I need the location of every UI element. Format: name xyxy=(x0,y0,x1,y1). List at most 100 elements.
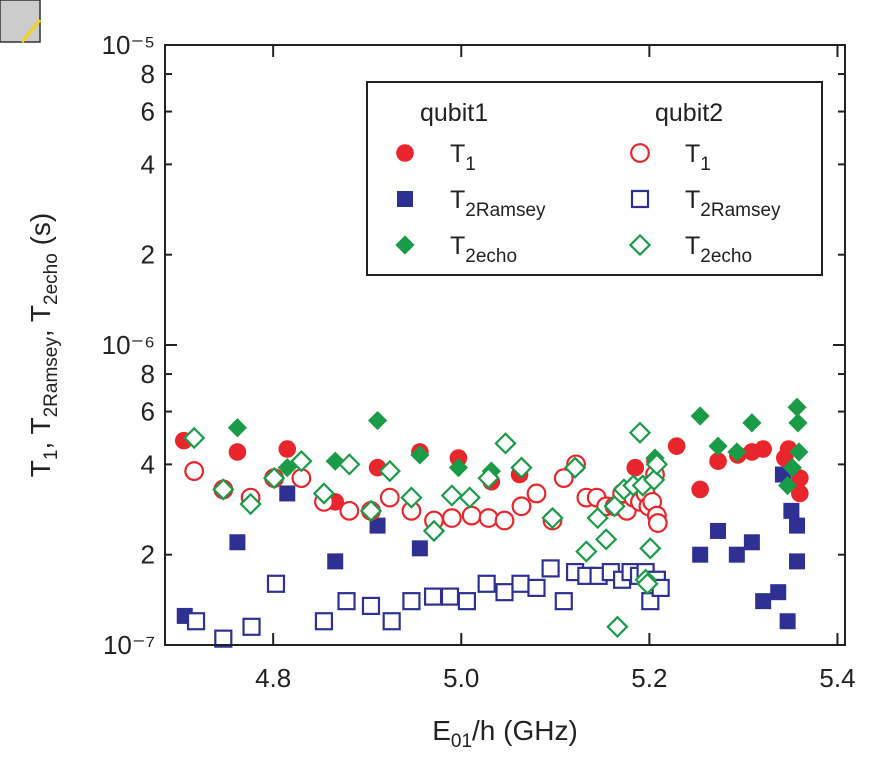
point xyxy=(691,481,709,499)
y-title-part: (s) xyxy=(25,213,56,253)
legend-group-title: qubit2 xyxy=(655,99,723,127)
y-tick-label: 8 xyxy=(141,359,155,389)
plot-area xyxy=(175,398,809,647)
point xyxy=(513,576,529,592)
point xyxy=(755,593,771,609)
x-tick-label: 5.4 xyxy=(819,663,855,693)
point xyxy=(412,540,428,556)
point xyxy=(459,593,475,609)
point xyxy=(463,507,481,525)
point xyxy=(710,523,726,539)
legend-label-main: T xyxy=(685,186,700,214)
legend-label-sub: 2Ramsey xyxy=(700,200,781,221)
point xyxy=(443,509,461,527)
point xyxy=(381,489,399,507)
legend-label-sub: 2echo xyxy=(700,246,752,267)
y-tick-label: 10⁻⁵ xyxy=(102,30,155,60)
point xyxy=(496,434,515,453)
point xyxy=(442,589,458,605)
chart: E01/h (GHz) T1, T2Ramsey, T2echo (s) 10⁻… xyxy=(0,0,871,763)
point xyxy=(788,413,807,432)
y-title-part: T xyxy=(25,460,56,477)
point xyxy=(363,598,379,614)
point xyxy=(630,423,649,442)
legend-label-main: T xyxy=(450,186,465,214)
point xyxy=(384,613,400,629)
point xyxy=(185,462,203,480)
point xyxy=(692,547,708,563)
point xyxy=(708,437,727,456)
point xyxy=(783,503,799,519)
x-tick-label: 4.8 xyxy=(255,663,291,693)
cropped-thumbnail xyxy=(0,0,40,42)
point xyxy=(339,593,355,609)
point xyxy=(244,619,260,635)
point xyxy=(480,509,498,527)
point xyxy=(496,512,514,530)
point xyxy=(742,413,761,432)
legend-label-main: T xyxy=(685,140,700,168)
x-title-sub: 01 xyxy=(451,731,472,752)
y-tick-label: 10⁻⁶ xyxy=(102,330,155,360)
y-tick-label: 4 xyxy=(141,449,155,479)
point xyxy=(529,580,545,596)
point xyxy=(341,502,359,520)
legend-label-main: T xyxy=(450,232,465,260)
point xyxy=(460,488,479,507)
y-tick-label: 2 xyxy=(141,540,155,570)
y-tick-label: 8 xyxy=(141,59,155,89)
legend-swatch xyxy=(632,191,648,207)
point xyxy=(556,593,572,609)
legend-group-title: qubit1 xyxy=(420,99,488,127)
legend-label-sub: 2echo xyxy=(465,246,517,267)
point xyxy=(425,589,441,605)
point xyxy=(228,418,247,437)
y-tick-label: 6 xyxy=(141,97,155,127)
point xyxy=(327,553,343,569)
legend-swatch xyxy=(397,191,413,207)
point xyxy=(268,576,284,592)
legend-swatch xyxy=(631,144,649,162)
point xyxy=(770,584,786,600)
point xyxy=(641,539,660,558)
point xyxy=(597,530,616,549)
legend-label-sub: 1 xyxy=(465,154,476,175)
x-title-part: E xyxy=(432,715,451,746)
page: {"chart_data": { "type": "scatter", "log… xyxy=(0,0,871,763)
y-tick-label: 2 xyxy=(141,240,155,270)
y-tick-label: 10⁻⁷ xyxy=(103,630,155,660)
point xyxy=(626,459,644,477)
y-title-part: , T xyxy=(25,417,56,449)
point xyxy=(442,486,461,505)
point xyxy=(691,406,710,425)
x-axis-title: E01/h (GHz) xyxy=(432,715,578,752)
point xyxy=(729,547,745,563)
point xyxy=(789,518,805,534)
point xyxy=(668,437,686,455)
point xyxy=(340,455,359,474)
point xyxy=(754,440,772,458)
legend-label-sub: 1 xyxy=(700,154,711,175)
y-axis-title: T1, T2Ramsey, T2echo (s) xyxy=(25,213,62,477)
point xyxy=(229,443,247,461)
point xyxy=(789,553,805,569)
legend-label-sub: 2Ramsey xyxy=(465,200,546,221)
point xyxy=(368,411,387,430)
legend-swatch xyxy=(396,144,414,162)
point xyxy=(649,514,667,532)
x-tick-label: 5.0 xyxy=(443,663,479,693)
x-title-part: /h (GHz) xyxy=(472,715,578,746)
point xyxy=(278,440,296,458)
point xyxy=(279,485,295,501)
legend-label-main: T xyxy=(450,140,465,168)
point xyxy=(188,613,204,629)
point xyxy=(316,613,332,629)
point xyxy=(787,398,806,417)
legend-label-main: T xyxy=(685,232,700,260)
point xyxy=(608,617,627,636)
point xyxy=(513,497,531,515)
y-title-sub: 2Ramsey xyxy=(41,337,62,418)
point xyxy=(744,534,760,550)
point xyxy=(403,593,419,609)
y-title-sub: 2echo xyxy=(41,253,62,305)
